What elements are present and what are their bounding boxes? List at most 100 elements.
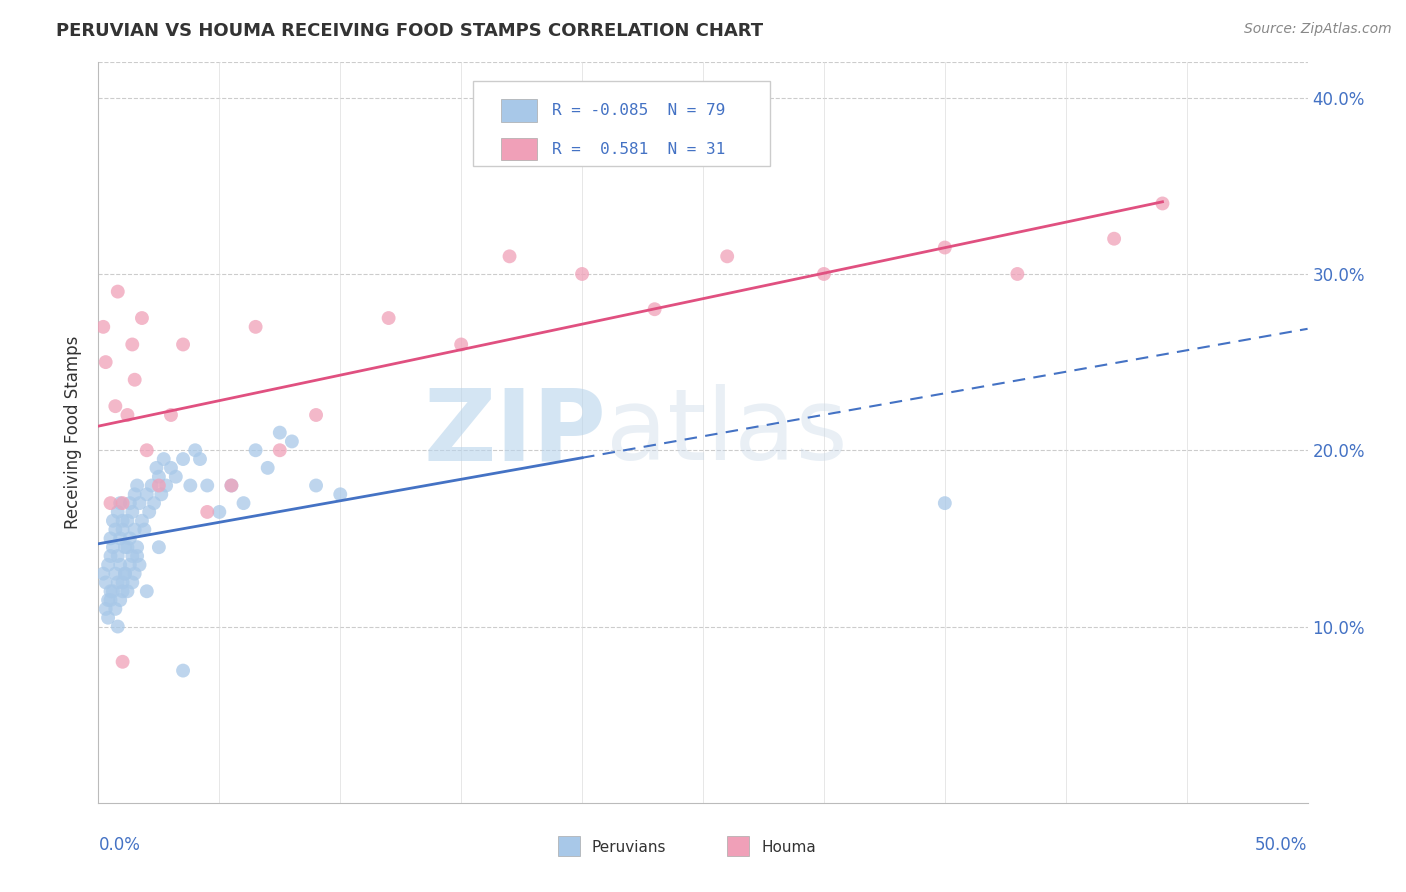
Text: ZIP: ZIP <box>423 384 606 481</box>
Point <box>131 514 153 528</box>
Point <box>160 461 183 475</box>
Point <box>450 337 472 351</box>
Point <box>245 319 267 334</box>
Point <box>97 558 120 572</box>
Point <box>160 408 183 422</box>
Point <box>121 337 143 351</box>
Bar <box>501 99 537 121</box>
Text: R = -0.085  N = 79: R = -0.085 N = 79 <box>551 103 725 118</box>
Text: Peruvians: Peruvians <box>592 839 666 855</box>
Point <box>135 584 157 599</box>
Point <box>101 540 124 554</box>
FancyBboxPatch shape <box>474 81 769 166</box>
Point <box>101 514 124 528</box>
Point <box>143 496 166 510</box>
Point <box>91 566 114 581</box>
Point <box>121 549 143 563</box>
Point <box>377 311 399 326</box>
Point <box>104 566 127 581</box>
Point <box>127 478 149 492</box>
Point <box>1152 196 1174 211</box>
Point <box>172 337 194 351</box>
Point <box>135 443 157 458</box>
Point <box>150 487 173 501</box>
Text: 50.0%: 50.0% <box>1256 836 1308 855</box>
Point <box>188 452 211 467</box>
Point <box>256 461 278 475</box>
Point <box>124 523 146 537</box>
Point <box>94 355 117 369</box>
Point <box>100 496 122 510</box>
Point <box>127 549 149 563</box>
Point <box>124 487 146 501</box>
Point <box>138 505 160 519</box>
Point <box>152 452 174 467</box>
Bar <box>501 138 537 161</box>
Point <box>644 302 666 317</box>
Point <box>111 514 134 528</box>
Point <box>117 514 139 528</box>
Point <box>184 443 207 458</box>
Point <box>148 478 170 492</box>
Point <box>118 532 141 546</box>
Point <box>94 575 117 590</box>
Point <box>104 602 127 616</box>
Point <box>305 478 328 492</box>
Point <box>111 584 134 599</box>
Point <box>117 584 139 599</box>
Point <box>114 566 136 581</box>
Point <box>121 505 143 519</box>
Point <box>100 584 122 599</box>
Point <box>114 540 136 554</box>
Point <box>111 523 134 537</box>
Point <box>111 655 134 669</box>
Point <box>111 496 134 510</box>
Point <box>165 469 187 483</box>
Point <box>179 478 201 492</box>
Point <box>94 602 117 616</box>
Point <box>155 478 177 492</box>
Point <box>221 478 243 492</box>
Point <box>571 267 593 281</box>
Text: atlas: atlas <box>606 384 848 481</box>
Point <box>104 523 127 537</box>
Text: Source: ZipAtlas.com: Source: ZipAtlas.com <box>1244 22 1392 37</box>
Point <box>107 285 129 299</box>
Point <box>108 496 131 510</box>
Point <box>100 549 122 563</box>
Point <box>100 532 122 546</box>
Point <box>934 496 956 510</box>
Point <box>128 496 150 510</box>
Point <box>1007 267 1029 281</box>
Point <box>141 478 163 492</box>
Point <box>107 549 129 563</box>
Point <box>498 249 520 263</box>
Point <box>305 408 328 422</box>
Point <box>114 566 136 581</box>
Point <box>172 452 194 467</box>
Point <box>269 425 291 440</box>
Point <box>118 496 141 510</box>
Point <box>148 469 170 483</box>
Text: 0.0%: 0.0% <box>98 836 141 855</box>
Point <box>131 311 153 326</box>
Point <box>195 478 218 492</box>
Point <box>100 593 122 607</box>
Point <box>934 240 956 255</box>
Y-axis label: Receiving Food Stamps: Receiving Food Stamps <box>65 336 83 529</box>
Point <box>716 249 738 263</box>
Point <box>107 619 129 633</box>
Text: Houma: Houma <box>761 839 815 855</box>
Point <box>107 575 129 590</box>
Point <box>148 540 170 554</box>
Point <box>108 558 131 572</box>
Point <box>124 566 146 581</box>
Point <box>245 443 267 458</box>
Point <box>91 319 114 334</box>
Point <box>101 584 124 599</box>
Point <box>97 610 120 624</box>
Point <box>97 593 120 607</box>
Text: R =  0.581  N = 31: R = 0.581 N = 31 <box>551 142 725 157</box>
Point <box>104 399 127 413</box>
Bar <box>558 836 579 856</box>
